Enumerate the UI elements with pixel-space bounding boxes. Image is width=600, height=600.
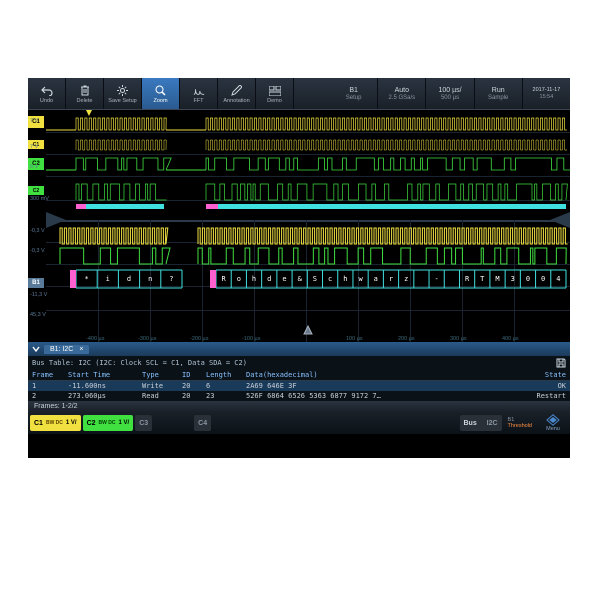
undo-button[interactable]: Undo — [28, 78, 66, 109]
channel-c1-button[interactable]: C1 BW DC 1 V/ — [30, 415, 81, 431]
decode-cell: e — [277, 270, 292, 288]
decode-cell: R — [459, 270, 474, 288]
pencil-icon — [231, 85, 243, 97]
bus-table: Bus Table: I2C (I2C: Clock SCL = C1, Dat… — [28, 356, 570, 401]
table-row[interactable]: 1 -11.600ns Write 20 6 2A69 646E 3F OK — [28, 381, 570, 391]
menu-icon — [545, 414, 561, 426]
decode-cell: r — [383, 270, 398, 288]
decode-cell: M — [490, 270, 505, 288]
time-tick: -200 µs — [190, 336, 208, 342]
table-header: Frame Start Time Type ID Length Data(hex… — [28, 370, 570, 381]
decode-cell: o — [231, 270, 246, 288]
decode-cell: z — [399, 270, 414, 288]
decode-cell: 0 — [520, 270, 535, 288]
fft-icon — [193, 85, 205, 97]
scale-label: -0,3 V — [30, 228, 45, 234]
decode-cell: i — [97, 270, 118, 288]
decode-cell: R — [216, 270, 231, 288]
decode-cell: 4 — [551, 270, 566, 288]
time-tick: 100 µs — [346, 336, 363, 342]
decode-cell: T — [475, 270, 490, 288]
decode-cell: w — [353, 270, 368, 288]
time-tick: 200 µs — [398, 336, 415, 342]
bus-button[interactable]: Bus I2C — [460, 415, 502, 431]
channel-c2-button[interactable]: C2 BW DC 1 V/ — [83, 415, 134, 431]
time-tick: -400 µs — [86, 336, 104, 342]
time-tick: 300 µs — [450, 336, 467, 342]
scale-label: 6 V — [30, 164, 38, 170]
bus-label-b1[interactable]: B1 — [28, 278, 44, 288]
decode-cell: c — [323, 270, 338, 288]
scale-label: -0,3 V — [30, 248, 45, 254]
channel-bar: C1 BW DC 1 V/ C2 BW DC 1 V/ C3 C4 Bus I2… — [28, 412, 570, 434]
waveform-svg — [46, 110, 570, 342]
status-timestamp: 2017-11-1715:54 — [523, 78, 570, 109]
time-tick: -100 µs — [242, 336, 260, 342]
decode-cell: a — [368, 270, 383, 288]
waveform-display[interactable]: /*placeholder*/ C1 C1 C2 C2 B1 7 V 7 V 6… — [28, 110, 570, 342]
delete-button[interactable]: Delete — [66, 78, 104, 109]
save-setup-button[interactable]: Save Setup — [104, 78, 142, 109]
decode-cell: n — [140, 270, 161, 288]
status-trigger[interactable]: Auto2.5 GSa/s — [378, 78, 426, 109]
decode-cell: d — [118, 270, 139, 288]
status-timebase[interactable]: 100 µs/500 µs — [426, 78, 474, 109]
decode-cell: h — [338, 270, 353, 288]
scale-label: 45,3 V — [30, 312, 46, 318]
decode-cell: 3 — [505, 270, 520, 288]
threshold-label: Threshold — [508, 423, 532, 429]
protocol-tab[interactable]: B1: I2C × — [44, 345, 89, 354]
channel-c4-button[interactable]: C4 — [194, 415, 211, 431]
decode-cell: * — [76, 270, 97, 288]
trash-icon — [79, 85, 91, 97]
close-icon[interactable]: × — [79, 346, 83, 353]
annotation-button[interactable]: Annotation — [218, 78, 256, 109]
zoom-button[interactable]: Zoom — [142, 78, 180, 109]
protocol-bar: B1: I2C × — [28, 342, 570, 356]
status-b1[interactable]: B1Setup — [330, 78, 378, 109]
undo-icon — [41, 85, 53, 97]
scale-label: 7 V — [30, 118, 38, 124]
scale-label: -11,3 V — [30, 292, 47, 298]
gear-icon — [117, 85, 129, 97]
frames-info: Frames: 1-2/2 — [28, 401, 570, 412]
status-run[interactable]: RunSample — [475, 78, 523, 109]
table-row[interactable]: 2 273.060µs Read 20 23 526F 6864 6526 53… — [28, 391, 570, 401]
ch-label-c2b[interactable]: C2 — [28, 186, 44, 195]
decode-cell: S — [307, 270, 322, 288]
zoom-icon — [155, 85, 167, 97]
decode-cell — [414, 270, 429, 288]
decode-cell: ? — [161, 270, 182, 288]
demo-button[interactable]: Demo — [256, 78, 294, 109]
time-tick: -300 µs — [138, 336, 156, 342]
decode-cell: 0 — [536, 270, 551, 288]
demo-icon — [269, 85, 281, 97]
scale-label: 7 V — [30, 144, 38, 150]
save-icon[interactable] — [556, 358, 566, 368]
decode-cell: - — [429, 270, 444, 288]
fft-button[interactable]: FFT — [180, 78, 218, 109]
decode-cell: h — [246, 270, 261, 288]
toolbar: Undo Delete Save Setup Zoom FFT Annotati… — [28, 78, 570, 110]
menu-button[interactable]: Menu — [538, 413, 568, 433]
collapse-icon[interactable] — [32, 345, 40, 353]
decode-cell — [444, 270, 459, 288]
decode-cell: d — [262, 270, 277, 288]
time-tick: 400 µs — [502, 336, 519, 342]
channel-c3-button[interactable]: C3 — [135, 415, 152, 431]
bus-table-title: Bus Table: I2C (I2C: Clock SCL = C1, Dat… — [32, 359, 247, 367]
decode-cell: & — [292, 270, 307, 288]
